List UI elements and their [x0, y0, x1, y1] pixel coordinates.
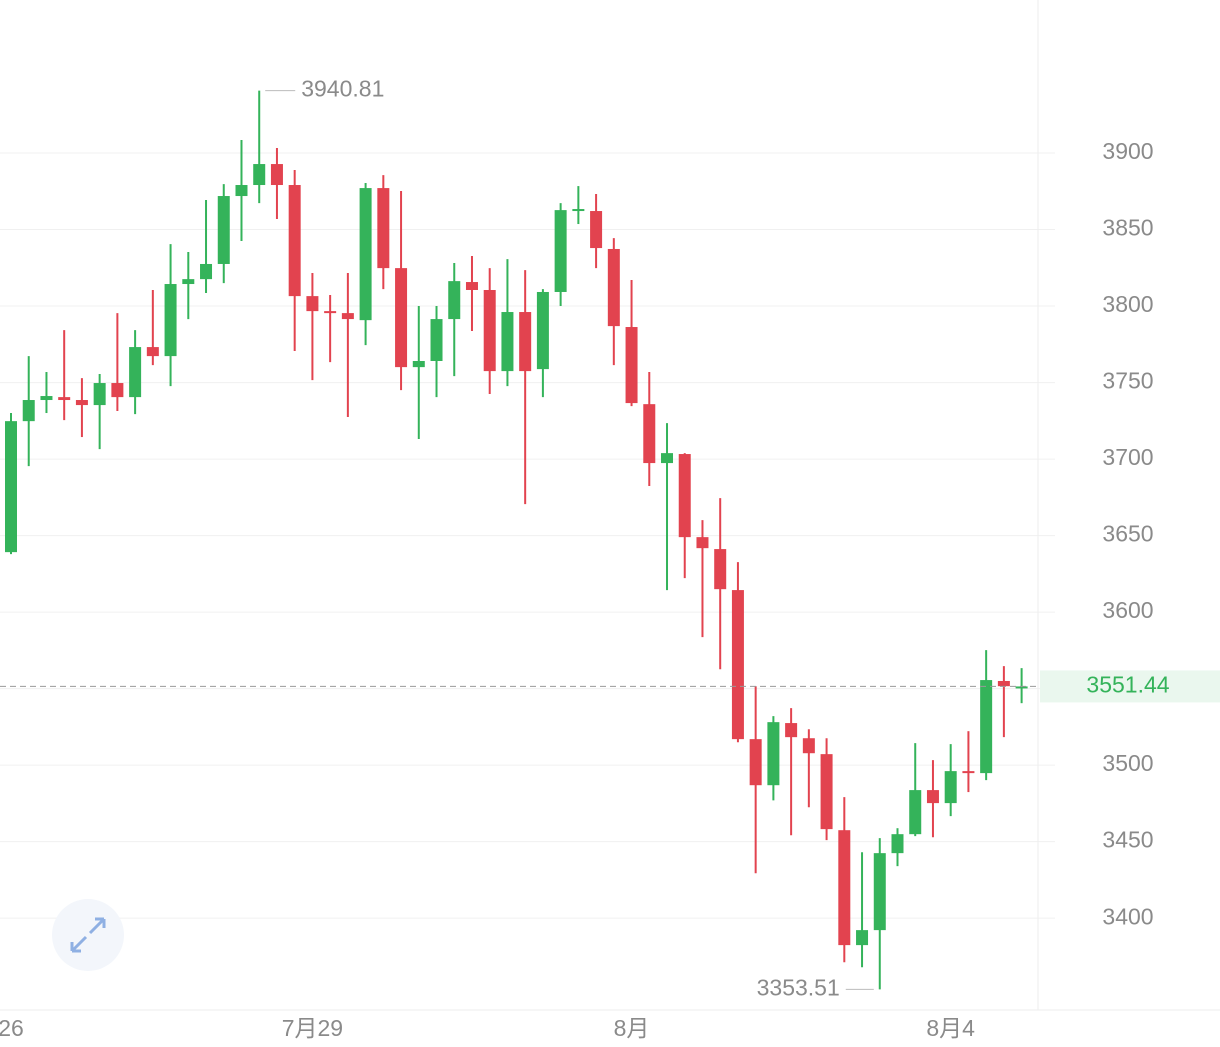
candle-body — [5, 421, 17, 553]
candle-body — [22, 400, 35, 422]
candle-body — [129, 347, 142, 398]
candle-body — [324, 311, 337, 314]
last-price-label: 3551.44 — [1086, 672, 1169, 698]
candle-body — [714, 549, 727, 590]
candle-body — [217, 196, 230, 264]
y-tick-label: 3400 — [1102, 903, 1153, 929]
candle-body — [749, 739, 762, 786]
candle-body — [731, 590, 744, 740]
candle-body — [200, 263, 213, 280]
candle-body — [926, 790, 939, 804]
candle-body — [873, 853, 886, 931]
y-tick-label: 3800 — [1102, 291, 1153, 317]
candle-body — [93, 383, 106, 406]
x-tick-label: 7月29 — [282, 1015, 343, 1041]
candle-body — [412, 360, 425, 368]
candle-body — [111, 383, 124, 398]
candle-body — [483, 289, 496, 372]
candle-body — [590, 211, 603, 249]
candle-body — [306, 296, 319, 312]
candle-body — [607, 248, 620, 327]
candle-body — [820, 754, 833, 830]
candle-body — [997, 680, 1010, 687]
candle-body — [164, 284, 177, 357]
candle-body — [377, 188, 390, 269]
y-tick-label: 3600 — [1102, 597, 1153, 623]
last-price-box — [1040, 670, 1220, 703]
y-tick-label: 3650 — [1102, 521, 1153, 547]
candle-body — [430, 319, 443, 361]
candle-body — [856, 930, 869, 946]
candle-body — [980, 680, 993, 774]
candle-body — [891, 834, 904, 854]
candle-body — [465, 282, 478, 290]
y-tick-label: 3500 — [1102, 750, 1153, 776]
x-tick-label: 8月 — [614, 1015, 650, 1041]
candle-body — [253, 164, 266, 186]
x-tick-label: 8月4 — [926, 1015, 975, 1041]
low-label: 3353.51 — [757, 974, 840, 1000]
candle-body — [962, 771, 975, 774]
candle-body — [448, 281, 461, 320]
expand-circle[interactable] — [52, 899, 124, 971]
candle-body — [944, 771, 957, 804]
candle-body — [767, 722, 780, 786]
candle-body — [519, 312, 532, 372]
candle-body — [802, 738, 815, 754]
candle-body — [838, 830, 851, 946]
y-tick-label: 3850 — [1102, 215, 1153, 241]
candle-body — [678, 454, 691, 538]
candle-body — [40, 396, 53, 401]
y-tick-label: 3700 — [1102, 444, 1153, 470]
candle-body — [395, 268, 408, 368]
candle-body — [359, 188, 372, 321]
candle-body — [341, 313, 354, 320]
high-label: 3940.81 — [301, 76, 384, 102]
y-tick-label: 3750 — [1102, 368, 1153, 394]
candle-body — [625, 327, 638, 404]
y-tick-label: 3900 — [1102, 138, 1153, 164]
candle-body — [182, 279, 195, 285]
candle-body — [554, 210, 567, 292]
expand-button[interactable] — [52, 899, 124, 971]
candle-body — [785, 723, 798, 738]
candle-body — [643, 404, 656, 464]
candle-body — [696, 537, 709, 549]
x-tick-label: 26 — [0, 1015, 24, 1041]
candle-body — [235, 185, 248, 197]
candle-body — [270, 164, 283, 186]
candle-body — [146, 347, 159, 357]
candle-body — [75, 400, 88, 406]
expand-icon[interactable] — [70, 917, 106, 953]
candle-body — [1015, 686, 1028, 689]
candle-body — [58, 397, 71, 401]
candle-body — [661, 453, 674, 464]
candle-body — [288, 185, 301, 297]
y-tick-label: 3450 — [1102, 827, 1153, 853]
candle-body — [909, 790, 922, 835]
candle-body — [572, 209, 585, 212]
candle-body — [501, 312, 514, 372]
candle-body — [536, 291, 549, 370]
